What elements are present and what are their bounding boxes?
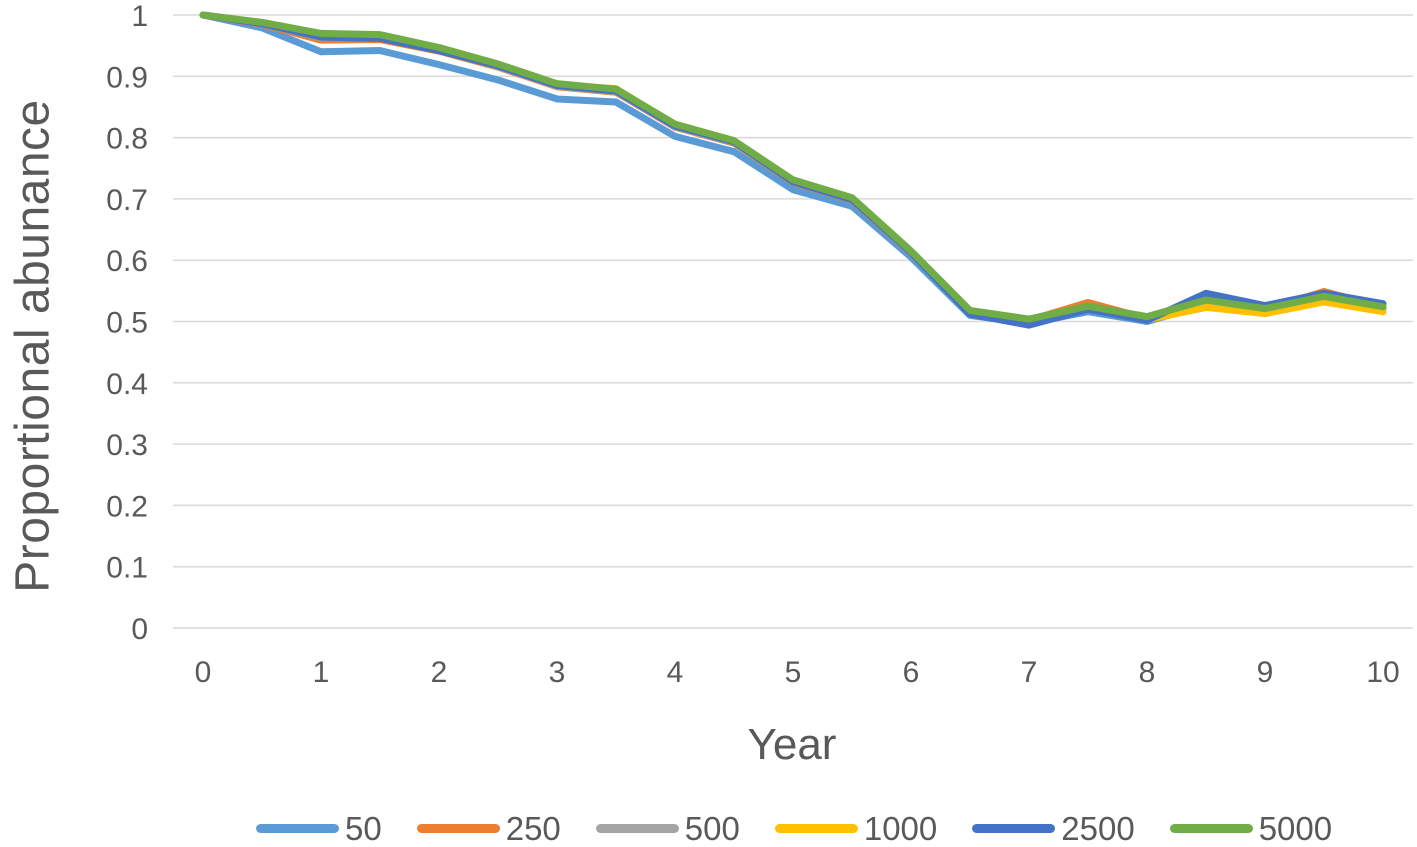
y-tick-label: 0.7 bbox=[106, 184, 148, 217]
x-tick-label: 9 bbox=[1257, 656, 1274, 689]
legend-item-2500: 2500 bbox=[972, 809, 1135, 847]
legend-label: 2500 bbox=[1061, 809, 1135, 847]
legend-label: 1000 bbox=[863, 809, 938, 847]
legend-line-swatch-icon bbox=[774, 823, 858, 833]
x-tick-label: 5 bbox=[785, 656, 802, 689]
legend-item-1000: 1000 bbox=[774, 809, 938, 847]
x-tick-label: 1 bbox=[313, 656, 330, 689]
y-tick-label: 0.6 bbox=[106, 245, 148, 278]
y-tick-label: 0.5 bbox=[106, 307, 148, 340]
x-tick-label: 6 bbox=[903, 656, 920, 689]
legend-line-swatch-icon bbox=[1169, 823, 1253, 833]
legend-line-swatch-icon bbox=[595, 823, 679, 833]
x-tick-label: 7 bbox=[1021, 656, 1038, 689]
series-line-500 bbox=[199, 11, 1387, 324]
y-tick-label: 0.4 bbox=[106, 368, 148, 401]
x-tick-label: 3 bbox=[549, 656, 566, 689]
x-tick-label: 4 bbox=[667, 656, 684, 689]
series-line-250 bbox=[199, 11, 1387, 324]
x-tick-label: 10 bbox=[1366, 656, 1399, 689]
series-line-5000 bbox=[199, 11, 1387, 323]
legend-item-5000: 5000 bbox=[1169, 809, 1333, 847]
y-tick-label: 0.8 bbox=[106, 123, 148, 156]
series-line-50 bbox=[199, 11, 1387, 327]
legend-label: 5000 bbox=[1258, 809, 1333, 847]
y-tick-label: 0.2 bbox=[106, 490, 148, 523]
legend-label: 50 bbox=[345, 809, 382, 847]
y-tick-label: 0.9 bbox=[106, 61, 148, 94]
series-line-1000 bbox=[199, 11, 1387, 325]
legend-line-swatch-icon bbox=[972, 823, 1056, 833]
y-tick-label: 0 bbox=[131, 613, 148, 646]
y-tick-label: 0.1 bbox=[106, 552, 148, 585]
x-tick-label: 0 bbox=[195, 656, 212, 689]
legend-label: 500 bbox=[684, 809, 740, 847]
x-tick-label: 2 bbox=[431, 656, 448, 689]
x-axis-title: Year bbox=[747, 720, 837, 769]
y-tick-label: 1 bbox=[131, 0, 148, 33]
legend-item-50: 50 bbox=[256, 812, 382, 845]
legend: 50 250 500 1000 2500 5000 bbox=[256, 809, 1332, 847]
legend-label: 250 bbox=[505, 809, 561, 847]
legend-line-swatch-icon bbox=[256, 823, 339, 833]
legend-line-swatch-icon bbox=[416, 823, 500, 833]
x-tick-label: 8 bbox=[1139, 656, 1156, 689]
series-line-2500 bbox=[199, 11, 1387, 329]
legend-item-250: 250 bbox=[416, 809, 561, 847]
legend-item-500: 500 bbox=[595, 809, 740, 847]
y-tick-label: 0.3 bbox=[106, 429, 148, 462]
